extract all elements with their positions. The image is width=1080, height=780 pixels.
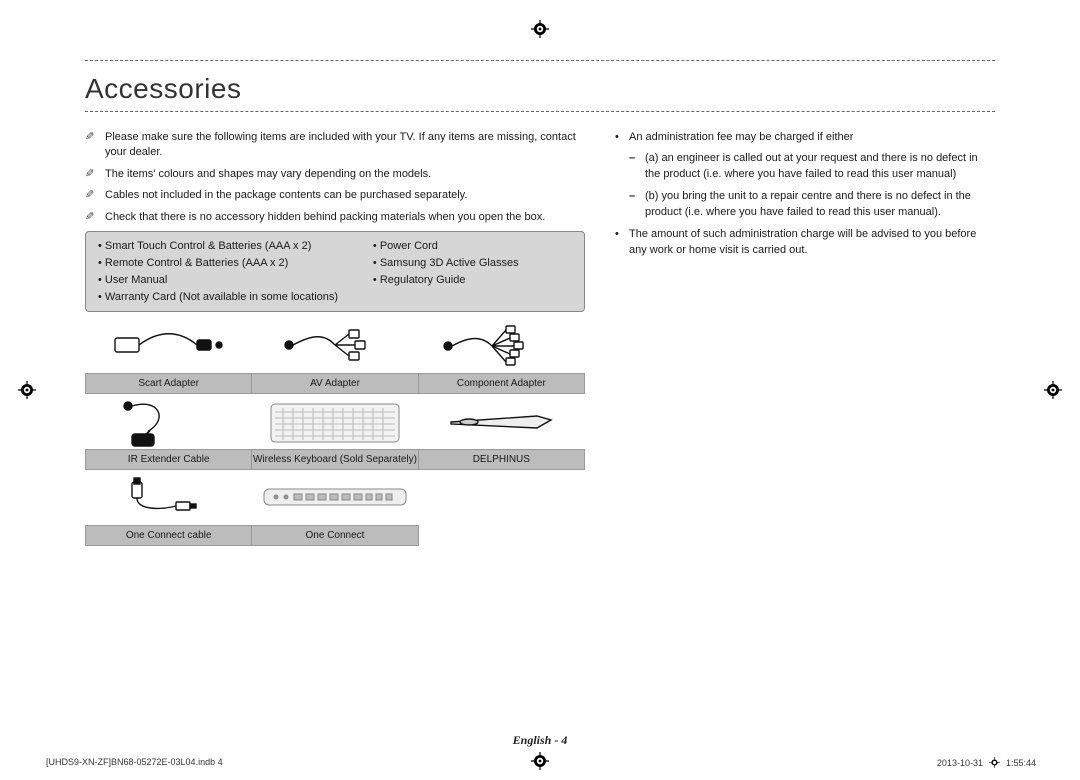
page-title: Accessories [85,73,995,105]
note-item: Cables not included in the package conte… [85,188,585,203]
divider-dashed [85,60,995,61]
footer-date: 2013-10-31 [937,758,983,768]
accessory-image-empty [418,470,584,526]
accessory-image-keyboard [252,394,418,450]
accessory-label: AV Adapter [252,374,418,394]
accessory-label: Component Adapter [418,374,584,394]
registration-mark-icon [989,757,1000,768]
columns: Please make sure the following items are… [85,130,995,546]
left-column: Please make sure the following items are… [85,130,585,546]
page-number-label: English - 4 [513,733,568,748]
included-item: Smart Touch Control & Batteries (AAA x 2… [98,240,373,252]
footer-timestamp: 2013-10-31 1:55:44 [937,757,1036,768]
accessory-table: Scart Adapter AV Adapter Component Adapt… [85,318,585,547]
divider-dashed [85,111,995,112]
bullet-text: An administration fee may be charged if … [629,131,853,143]
included-items-box: Smart Touch Control & Batteries (AAA x 2… [85,231,585,312]
accessory-label-empty [418,526,584,546]
page-content: Accessories Please make sure the followi… [85,60,995,546]
accessory-label: Scart Adapter [86,374,252,394]
accessory-image-av [252,318,418,374]
registration-mark-icon [1044,381,1062,399]
accessory-image-component [418,318,584,374]
dash-item: (a) an engineer is called out at your re… [629,151,995,183]
bullet-item: The amount of such administration charge… [615,227,995,259]
footer-time: 1:55:44 [1006,758,1036,768]
pencil-note-list: Please make sure the following items are… [85,130,585,225]
included-item: Remote Control & Batteries (AAA x 2) [98,257,373,269]
included-item: Regulatory Guide [373,274,572,286]
note-item: The items' colours and shapes may vary d… [85,167,585,182]
accessory-image-scart [86,318,252,374]
admin-fee-list: An administration fee may be charged if … [615,130,995,259]
registration-mark-icon [18,381,36,399]
right-column: An administration fee may be charged if … [615,130,995,546]
accessory-label: One Connect [252,526,418,546]
accessory-image-oneconnect-cable [86,470,252,526]
footer-filename: [UHDS9-XN-ZF]BN68-05272E-03L04.indb 4 [46,757,223,767]
included-item: User Manual [98,274,373,286]
bullet-item: An administration fee may be charged if … [615,130,995,221]
accessory-image-oneconnect [252,470,418,526]
registration-mark-icon [531,20,549,38]
note-item: Please make sure the following items are… [85,130,585,161]
accessory-label: One Connect cable [86,526,252,546]
included-item: Power Cord [373,240,572,252]
accessory-image-delphinus [418,394,584,450]
note-item: Check that there is no accessory hidden … [85,210,585,225]
included-item: Warranty Card (Not available in some loc… [98,291,572,303]
included-item: Samsung 3D Active Glasses [373,257,572,269]
accessory-label: DELPHINUS [418,450,584,470]
registration-mark-icon [531,752,549,770]
accessory-image-ir [86,394,252,450]
accessory-label: Wireless Keyboard (Sold Separately) [252,450,418,470]
dash-item: (b) you bring the unit to a repair centr… [629,189,995,221]
accessory-label: IR Extender Cable [86,450,252,470]
